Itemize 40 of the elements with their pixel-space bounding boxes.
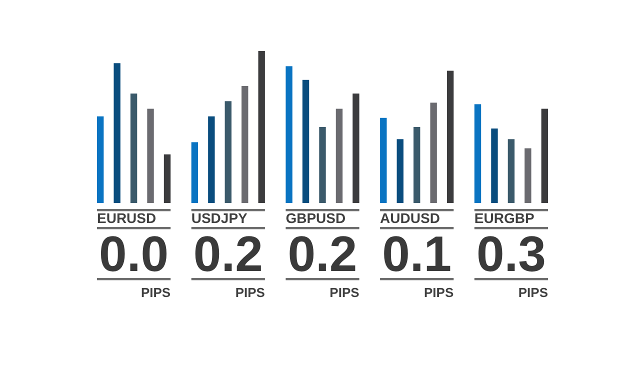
bar xyxy=(508,139,515,203)
bar xyxy=(380,118,387,203)
bar xyxy=(258,51,265,203)
text: PIPS xyxy=(235,285,266,300)
bar xyxy=(286,66,292,203)
x-tick-label: AUDUSD xyxy=(380,210,440,226)
bar xyxy=(319,127,326,203)
bar xyxy=(541,108,548,203)
bar xyxy=(191,142,198,203)
bar xyxy=(396,139,404,203)
x-tick-label: USDJPY xyxy=(191,210,248,226)
text: PIPS xyxy=(330,285,360,300)
x-tick-label: EURGBP xyxy=(474,210,534,226)
bar xyxy=(524,148,532,203)
text: PIPS xyxy=(424,285,454,300)
bar xyxy=(130,94,138,203)
bar xyxy=(491,128,498,203)
text: PIPS xyxy=(518,285,548,300)
bar xyxy=(302,80,310,203)
text: 0.1 xyxy=(382,226,452,282)
bar xyxy=(147,108,154,203)
bar xyxy=(352,94,360,203)
bar xyxy=(430,102,437,203)
bar xyxy=(164,154,171,203)
bar xyxy=(336,108,343,203)
text: PIPS xyxy=(140,285,171,300)
text: 0.0 xyxy=(99,226,169,282)
bar xyxy=(114,63,120,203)
bar xyxy=(446,70,454,203)
bar xyxy=(242,86,248,203)
text: 0.2 xyxy=(193,226,263,282)
bar xyxy=(97,116,104,203)
bar xyxy=(208,116,215,203)
x-tick-label: GBPUSD xyxy=(286,210,346,226)
bar xyxy=(474,104,482,203)
text: 0.3 xyxy=(476,226,546,282)
bar xyxy=(224,101,232,203)
bar xyxy=(414,127,420,203)
text: 0.2 xyxy=(288,226,358,282)
x-tick-label: EURUSD xyxy=(97,210,156,226)
